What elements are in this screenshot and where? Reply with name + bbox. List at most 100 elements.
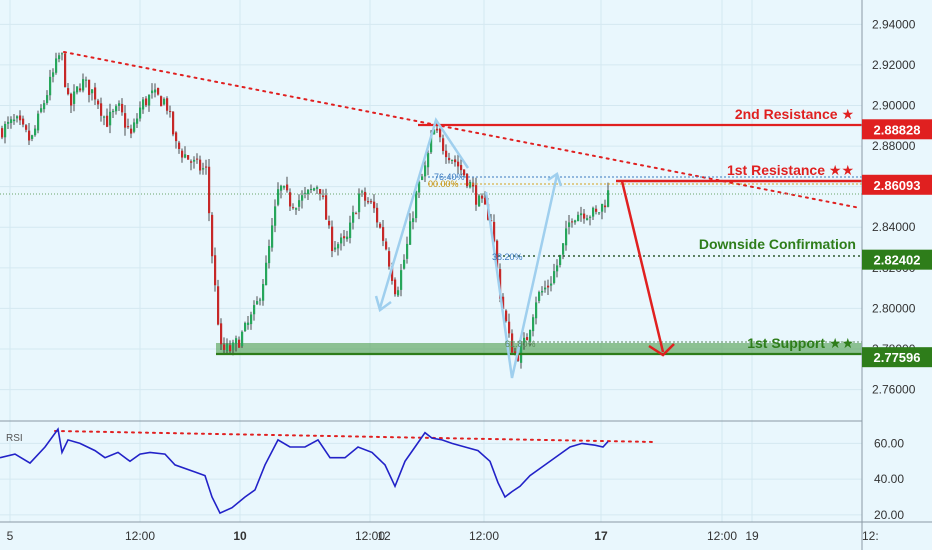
candle-body (172, 111, 175, 135)
candle-body (94, 87, 97, 100)
candle-body (10, 119, 13, 123)
candle-body (460, 165, 463, 171)
candle-body (373, 201, 376, 209)
candle-body (412, 218, 415, 223)
candle-body (160, 96, 163, 107)
candle-body (268, 246, 271, 264)
candle-body (514, 351, 517, 354)
candle-body (574, 220, 577, 223)
candle-body (19, 115, 22, 121)
descending-trendline (63, 51, 861, 209)
x-tick-label: 10 (233, 529, 247, 543)
level-label-1st-support: 1st Support ★★ (747, 335, 854, 351)
y-tick-label: 2.84000 (872, 220, 916, 234)
x-tick-label: 12:00 (707, 529, 737, 543)
candle-body (553, 271, 556, 283)
candle-body (166, 98, 169, 111)
candle-body (208, 166, 211, 214)
candle-body (313, 188, 316, 191)
candle-body (301, 195, 304, 201)
candle-body (493, 221, 496, 242)
candle-body (250, 314, 253, 325)
candle-body (13, 119, 16, 122)
candle-body (142, 99, 145, 110)
candle-body (244, 322, 247, 331)
candle-body (547, 285, 550, 288)
candle-body (274, 206, 277, 226)
candle-body (379, 223, 382, 228)
candle-body (346, 236, 349, 240)
x-tick-label: 12:00 (355, 529, 385, 543)
price-badge-label: 2.86093 (874, 178, 921, 193)
y-tick-label: 2.92000 (872, 58, 916, 72)
candle-body (298, 200, 301, 207)
x-tick-label: 12:00 (125, 529, 155, 543)
candle-body (277, 189, 280, 205)
candle-body (337, 244, 340, 249)
candle-body (196, 158, 199, 160)
candle-body (31, 135, 34, 139)
candle-body (559, 254, 562, 265)
candle-body (535, 302, 538, 319)
price-badge (862, 174, 932, 195)
candle-body (136, 118, 139, 124)
candle-body (331, 226, 334, 252)
candle-body (223, 344, 226, 350)
candle-body (352, 212, 355, 223)
x-tick-label: 19 (745, 529, 759, 543)
level-label-2nd-resistance: 2nd Resistance ★ (735, 106, 854, 122)
level-label-confirmation: Downside Confirmation (699, 236, 856, 252)
candle-body (304, 192, 307, 194)
candle-body (61, 53, 64, 55)
candle-body (49, 76, 52, 96)
candle-body (85, 79, 88, 81)
candle-body (598, 212, 601, 214)
candle-body (121, 103, 124, 113)
candle-body (376, 207, 379, 223)
candle-body (406, 243, 409, 259)
candle-body (580, 213, 583, 216)
candle-body (418, 181, 421, 193)
candle-body (43, 103, 46, 110)
candle-body (40, 108, 43, 112)
y-tick-label: 2.94000 (872, 17, 916, 31)
candle-body (310, 188, 313, 190)
candle-body (112, 110, 115, 113)
rsi-line (0, 427, 609, 515)
candle-body (592, 207, 595, 217)
candle-body (448, 157, 451, 161)
x-tick-label: 12: (862, 529, 879, 543)
candle-body (343, 236, 346, 239)
candle-body (25, 125, 28, 130)
candle-body (604, 205, 607, 208)
candle-body (22, 118, 25, 125)
candle-body (538, 292, 541, 301)
candle-body (370, 201, 373, 203)
candle-body (34, 128, 37, 136)
candle-body (523, 337, 526, 343)
candle-body (349, 222, 352, 238)
fib-label-61: 61.80% (505, 339, 536, 349)
candle-body (7, 121, 10, 124)
wave-arrow-2 (484, 174, 559, 379)
candle-body (175, 132, 178, 142)
candle-body (562, 243, 565, 255)
candle-body (133, 122, 136, 132)
candle-body (106, 115, 109, 127)
candle-body (289, 192, 292, 207)
x-tick-label: 5 (7, 529, 14, 543)
candle-body (328, 220, 331, 226)
rsi-y-tick-label: 40.00 (874, 472, 904, 486)
candle-body (439, 128, 442, 138)
candle-body (466, 173, 469, 187)
candle-body (445, 150, 448, 158)
price-badge (862, 249, 932, 270)
candle-body (238, 339, 241, 348)
candle-body (361, 191, 364, 193)
candle-body (247, 322, 250, 325)
candle-body (340, 237, 343, 244)
candle-body (469, 181, 472, 188)
x-tick-label: 17 (594, 529, 608, 543)
candle-body (241, 331, 244, 347)
candle-body (403, 259, 406, 269)
